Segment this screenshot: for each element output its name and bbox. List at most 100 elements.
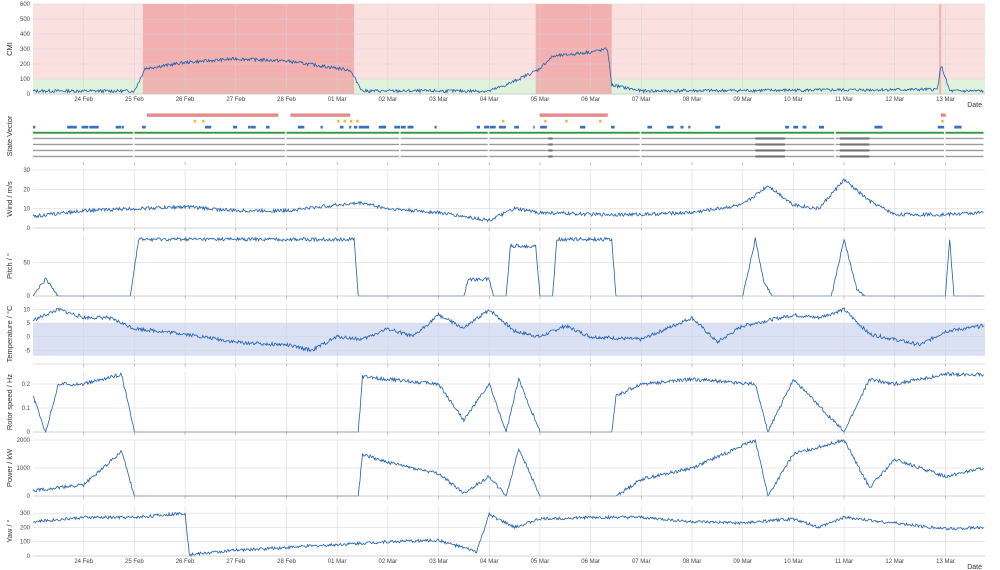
y-tick-label: 50 <box>23 261 30 267</box>
rotor-speed-hz-series-line <box>32 371 984 434</box>
x-tick-label: 06 Mar <box>581 559 600 565</box>
state-vector-mark <box>580 125 586 129</box>
state-vector-mark <box>434 125 437 129</box>
y-tick-label: 200 <box>20 525 31 531</box>
power-kw-panel: Power / kW 0 1000 2000 <box>5 438 985 500</box>
state-vector-mark <box>501 119 505 123</box>
temperature-c-panel: Temperature / °C -5 0 5 10 <box>5 304 985 367</box>
state-vector-mark <box>489 125 496 129</box>
y-tick-label: -5 <box>25 348 31 354</box>
pitch-panel: Pitch / ° 0 50 <box>5 236 985 300</box>
y-tick-label: 0 <box>27 92 31 98</box>
state-vector-mark <box>514 125 519 129</box>
state-vector-block <box>548 137 553 140</box>
wind-m-s-series-line <box>32 178 984 223</box>
x-tick-label: 11 Mar <box>835 97 853 103</box>
state-vector-bar <box>400 143 488 146</box>
state-vector-mark <box>382 125 387 129</box>
y-tick-label: 0 <box>27 430 31 436</box>
state-vector-mark <box>70 125 77 129</box>
y-tick-label: 100 <box>20 77 31 83</box>
state-vector-mark <box>408 125 412 129</box>
state-vector-bar <box>400 131 488 134</box>
state-vector-bar <box>286 137 400 140</box>
x-tick-label: 28 Feb <box>277 97 296 103</box>
x-tick-label: 02 Mar <box>379 559 398 565</box>
x-tick-label: 03 Mar <box>429 559 448 565</box>
pitch-axis-label: Pitch / ° <box>5 253 14 279</box>
cmi-series-line <box>32 47 984 95</box>
state-vector-mark <box>818 125 825 129</box>
x-tick-label: 09 Mar <box>733 97 752 103</box>
state-vector-bar <box>945 143 984 146</box>
x-tick-label: 03 Mar <box>429 97 448 103</box>
power-kw-axis-label: Power / kW <box>5 448 14 487</box>
state-vector-mark <box>401 125 406 129</box>
state-vector-bar <box>33 131 133 134</box>
state-vector-mark <box>33 125 36 129</box>
state-vector-bar <box>641 155 835 158</box>
state-vector-mark <box>248 125 251 129</box>
state-vector-mark <box>682 125 684 129</box>
pitch-series-line <box>32 236 984 297</box>
x-tick-label: 24 Feb <box>74 97 93 103</box>
state-vector-bar <box>33 149 133 152</box>
state-vector-bar <box>400 149 488 152</box>
state-vector-mark <box>115 125 122 129</box>
state-vector-mark <box>349 125 352 129</box>
state-vector-bar <box>945 137 984 140</box>
state-vector-bar <box>33 155 133 158</box>
rotor-speed-hz-axis-label: Rotor speed / Hz <box>5 374 14 431</box>
state-vector-bar <box>835 137 944 140</box>
state-vector-mark <box>235 125 238 129</box>
state-vector-bar <box>286 143 400 146</box>
y-tick-label: 300 <box>20 47 31 53</box>
y-tick-label: 2000 <box>17 438 31 444</box>
state-vector-bar <box>835 149 944 152</box>
x-tick-label: 25 Feb <box>125 97 144 103</box>
state-vector-mark <box>343 119 346 123</box>
x-tick-label: 13 Mar <box>936 97 955 103</box>
x-tick-label: 07 Mar <box>632 97 651 103</box>
state-vector-mark <box>498 125 506 129</box>
state-vector-bar <box>489 155 640 158</box>
temperature-c-series-line <box>32 307 984 353</box>
state-vector-mark <box>937 125 945 129</box>
state-vector-mark <box>875 125 883 129</box>
state-vector-bar <box>835 155 944 158</box>
state-vector-mark <box>611 125 615 129</box>
state-vector-mark <box>785 125 789 129</box>
state-vector-bar <box>489 143 640 146</box>
y-tick-label: 0 <box>27 335 31 341</box>
y-tick-label: 10 <box>23 307 30 313</box>
x-tick-label: 25 Feb <box>125 559 144 565</box>
y-tick-label: 30 <box>23 168 30 174</box>
x-tick-label: 10 Mar <box>784 559 803 565</box>
yaw-axis-label: Yaw / ° <box>5 519 14 542</box>
state-vector-mark <box>354 125 358 129</box>
yaw-panel: Yaw / ° 0 100 200 300 24 Feb 25 Feb 26 Feb 27 Fe… <box>5 506 985 570</box>
state-vector-mark <box>363 125 370 129</box>
rotor-speed-hz-panel: Rotor speed / Hz 0 0.1 0.2 <box>5 371 985 436</box>
x-tick-label: 27 Feb <box>226 559 245 565</box>
x-tick-label: 06 Mar <box>581 97 600 103</box>
wind-m-s-panel: Wind / m/s 0 10 20 30 <box>5 168 985 232</box>
state-vector-block <box>839 137 870 140</box>
state-vector-mark <box>250 125 256 129</box>
state-vector-bar <box>33 143 133 146</box>
cmi-x-axis-label: Date <box>967 102 982 109</box>
state-vector-mark <box>484 125 487 129</box>
x-tick-label: 13 Mar <box>936 559 955 565</box>
state-vector-mark <box>802 125 805 129</box>
y-tick-label: 0 <box>27 226 31 232</box>
state-vector-mark <box>941 119 944 123</box>
state-vector-block <box>548 143 553 146</box>
state-vector-bar <box>290 113 350 117</box>
state-vector-bar <box>489 131 640 134</box>
state-vector-block <box>839 149 870 152</box>
state-vector-bar <box>286 149 400 152</box>
state-vector-bar <box>33 137 133 140</box>
state-vector-mark <box>122 125 124 129</box>
x-tick-label: 28 Feb <box>277 559 296 565</box>
